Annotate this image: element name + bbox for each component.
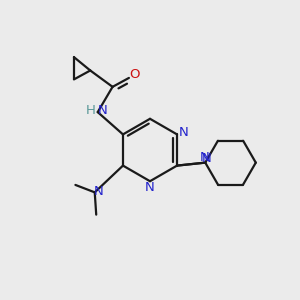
Text: N: N bbox=[98, 103, 108, 116]
Text: O: O bbox=[130, 68, 140, 82]
Text: N: N bbox=[93, 185, 103, 198]
Text: H: H bbox=[86, 104, 96, 117]
Text: N: N bbox=[201, 152, 211, 165]
Text: N: N bbox=[179, 126, 188, 140]
Text: N: N bbox=[200, 151, 209, 164]
Text: N: N bbox=[145, 181, 155, 194]
